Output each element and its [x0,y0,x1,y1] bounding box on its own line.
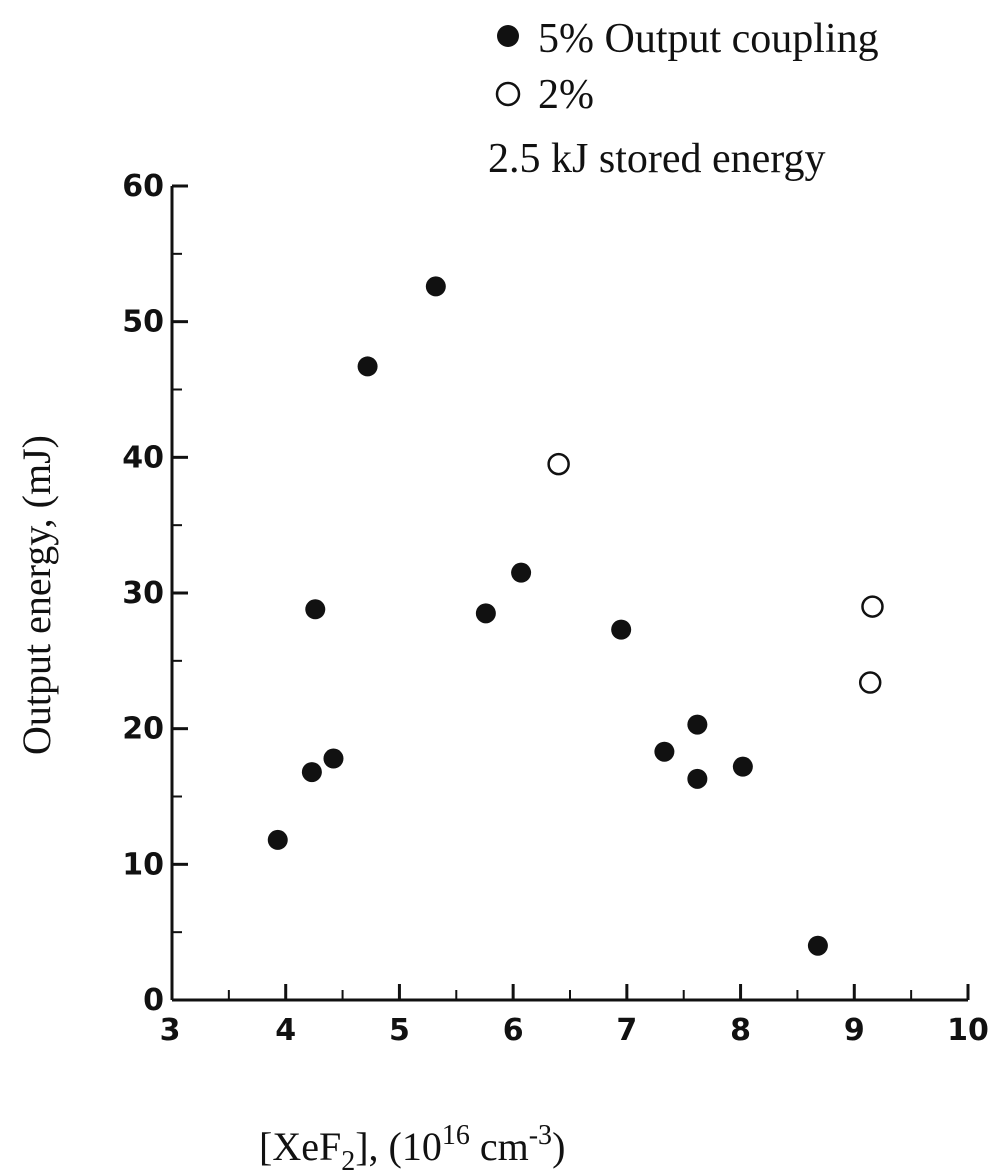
data-point-filled [732,756,753,777]
x-title-part-pre: [XeF [259,1124,341,1169]
legend-marker-open [495,81,521,107]
y-tick-label: 50 [122,305,164,340]
x-title-part-post: ) [552,1124,565,1169]
x-tick-label: 10 [947,1013,989,1048]
data-point-filled [687,768,708,789]
x-tick-label: 5 [389,1013,410,1048]
data-point-filled [305,599,326,620]
x-title-part-mid: ], (10 [355,1124,442,1169]
data-point-open [547,452,570,476]
y-tick-label: 30 [122,576,164,611]
x-title-sub: 2 [341,1146,355,1171]
y-axis-title: Output energy, (mJ) [14,435,59,755]
x-ticks: 3 4 5 6 7 8 9 10 [160,984,989,1048]
data-point-filled [267,829,288,850]
data-point-filled [687,714,708,735]
data-point-filled [654,741,675,762]
y-tick-label: 0 [143,983,164,1018]
y-tick-label: 40 [122,440,164,475]
y-tick-label: 60 [122,169,164,204]
y-tick-label: 10 [122,847,164,882]
data-point-filled [425,276,446,297]
data-point-filled [323,748,344,769]
x-tick-label: 6 [503,1013,524,1048]
data-point-filled [611,619,632,640]
data-points [267,276,884,956]
data-point-open [858,671,882,694]
x-tick-label: 7 [616,1013,637,1048]
data-point-open [861,595,884,618]
x-tick-label: 8 [730,1013,751,1048]
data-point-filled [475,603,496,624]
data-point-filled [301,762,322,783]
data-point-filled [511,562,532,583]
data-point-filled [357,356,378,377]
x-tick-label: 3 [160,1013,181,1048]
x-title-sup2: -3 [529,1120,552,1151]
legend-annotation: 2.5 kJ stored energy [488,136,826,182]
y-ticks: 0 10 20 30 40 50 60 [122,169,188,1018]
x-title-sup1: 16 [442,1120,470,1151]
y-tick-label: 20 [122,712,164,747]
legend-label-2pct: 2% [538,72,594,118]
data-point-filled [807,935,828,956]
x-title-unit: cm [470,1124,529,1169]
x-tick-label: 9 [844,1013,865,1048]
legend-marker-filled [497,25,519,47]
x-tick-label: 4 [275,1013,296,1048]
x-axis-title: [XeF2], (1016 cm-3) [259,1120,565,1171]
legend-label-5pct: 5% Output coupling [538,16,879,62]
legend: 5% Output coupling 2% 2.5 kJ stored ener… [488,16,879,182]
